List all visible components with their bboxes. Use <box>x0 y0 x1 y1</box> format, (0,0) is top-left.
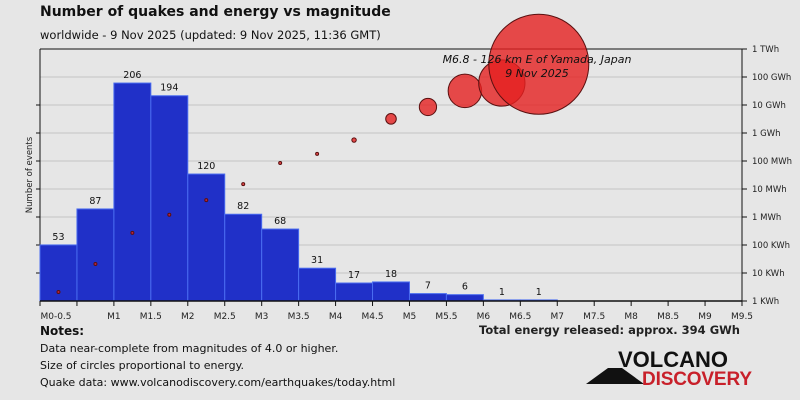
histogram-bar <box>76 208 115 302</box>
energy-tick-label: 1 MWh <box>752 213 781 223</box>
x-tick-label: M5.5 <box>435 312 457 322</box>
energy-circle <box>315 151 320 156</box>
x-tick-label: M4.5 <box>361 312 383 322</box>
bar-count-label: 206 <box>123 70 141 81</box>
bar-count-label: 6 <box>462 282 468 293</box>
bar-count-label: 1 <box>499 287 505 298</box>
x-tick-label: M7 <box>551 312 565 322</box>
x-tick-label: M3.5 <box>288 312 310 322</box>
bar-count-label: 17 <box>348 270 360 281</box>
note-circles: Size of circles proportional to energy. <box>40 359 245 372</box>
bar-count-label: 82 <box>237 201 249 212</box>
histogram-bar <box>335 282 374 302</box>
total-energy: Total energy released: approx. 394 GWh <box>479 323 740 337</box>
energy-circle <box>167 212 172 217</box>
energy-tick-label: 10 KWh <box>752 269 785 279</box>
energy-circle <box>130 230 135 235</box>
x-tick-label: M4 <box>329 312 343 322</box>
bar-count-label: 18 <box>385 269 397 280</box>
x-tick-label: M9 <box>698 312 712 322</box>
energy-tick-label: 1 KWh <box>752 297 779 307</box>
histogram-bar <box>113 82 152 302</box>
largest-quake-date: 9 Nov 2025 <box>505 67 568 80</box>
bar-count-label: 1 <box>536 287 542 298</box>
energy-circle <box>488 13 590 115</box>
y-axis-label: Number of events <box>25 136 35 213</box>
note-completeness: Data near-complete from magnitudes of 4.… <box>40 342 339 355</box>
bar-count-label: 68 <box>274 216 286 227</box>
x-tick-label: M6.5 <box>509 312 531 322</box>
energy-circle <box>447 73 483 109</box>
histogram-bar <box>298 267 337 302</box>
energy-tick-label: 10 MWh <box>752 185 787 195</box>
x-tick-label: M7.5 <box>583 312 605 322</box>
x-tick-label: M2 <box>181 312 195 322</box>
histogram-bar <box>261 228 300 302</box>
chart-subtitle: worldwide - 9 Nov 2025 (updated: 9 Nov 2… <box>40 28 381 42</box>
histogram-bar <box>372 281 410 302</box>
energy-tick-label: 1 GWh <box>752 129 781 139</box>
energy-tick-label: 100 MWh <box>752 157 792 167</box>
x-tick-label: M9.5 <box>731 312 753 322</box>
histogram-bar <box>408 293 447 302</box>
bar-count-label: 194 <box>160 83 178 94</box>
volcanodiscovery-logo: VOLCANO DISCOVERY <box>586 347 752 386</box>
bar-count-label: 53 <box>52 232 64 243</box>
x-tick-label: M6 <box>477 312 491 322</box>
energy-tick-label: 100 KWh <box>752 241 790 251</box>
bar-count-label: 87 <box>89 196 101 207</box>
histogram-bar <box>445 294 484 302</box>
bar-count-label: 31 <box>311 255 323 266</box>
x-tick-label: M1 <box>107 312 121 322</box>
energy-circle <box>418 97 438 117</box>
svg-text:VOLCANO: VOLCANO <box>618 347 728 372</box>
notes: Notes: Data near-complete from magnitude… <box>40 323 395 391</box>
energy-circle <box>93 261 98 266</box>
x-tick-label: M0-0.5 <box>40 312 71 322</box>
svg-text:DISCOVERY: DISCOVERY <box>642 369 752 386</box>
x-tick-label: M1.5 <box>140 312 162 322</box>
x-tick-label: M8 <box>624 312 638 322</box>
energy-tick-label: 100 GWh <box>752 73 791 83</box>
notes-heading: Notes: <box>40 324 85 338</box>
energy-circle <box>241 182 246 187</box>
bar-count-label: 120 <box>197 161 215 172</box>
energy-tick-label: 10 GWh <box>752 101 786 111</box>
x-tick-label: M3 <box>255 312 269 322</box>
chart-title: Number of quakes and energy vs magnitude <box>40 4 391 20</box>
bar-count-label: 7 <box>425 281 431 292</box>
histogram-bar <box>187 173 226 302</box>
x-tick-label: M5 <box>403 312 417 322</box>
x-tick-label: M2.5 <box>214 312 236 322</box>
x-tick-label: M8.5 <box>657 312 679 322</box>
energy-circle <box>278 160 283 165</box>
note-source: Quake data: www.volcanodiscovery.com/ear… <box>40 376 396 389</box>
largest-quake-annotation: M6.8 - 126 km E of Yamada, Japan <box>443 53 632 66</box>
energy-circle <box>351 137 357 143</box>
energy-circle <box>56 289 61 294</box>
histogram-bar <box>150 95 189 302</box>
energy-tick-label: 1 TWh <box>752 45 779 55</box>
energy-circle <box>385 113 397 125</box>
histogram-bar <box>224 213 263 302</box>
energy-circle <box>204 198 209 203</box>
